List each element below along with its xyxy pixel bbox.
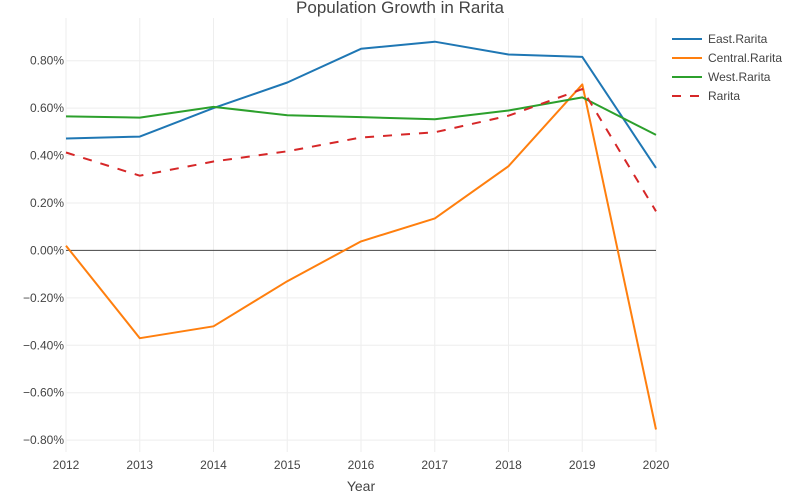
series-line-east-rarita[interactable]	[65, 40, 657, 169]
y-axis-ticks: −0.80% −0.60% −0.40% −0.20% 0.00% 0.20% 0.40% 0…	[23, 54, 64, 447]
legend-label: East.Rarita	[708, 32, 768, 46]
legend-item[interactable]: East.Rarita	[672, 32, 768, 46]
legend-label: Rarita	[708, 89, 740, 103]
x-axis-title: Year	[347, 478, 376, 494]
legend-item[interactable]: Rarita	[672, 89, 740, 103]
series-line-central-rarita[interactable]	[65, 83, 657, 430]
y-tick-label: 0.40%	[30, 149, 64, 163]
legend-item[interactable]: Central.Rarita	[672, 51, 782, 65]
chart-title: Population Growth in Rarita	[296, 0, 504, 17]
y-tick-label: −0.20%	[23, 291, 64, 305]
x-tick-label: 2015	[274, 458, 301, 472]
y-tick-label: 0.20%	[30, 196, 64, 210]
grid-lines	[65, 18, 657, 452]
x-tick-label: 2016	[348, 458, 375, 472]
y-tick-label: 0.00%	[30, 243, 64, 257]
y-tick-label: 0.60%	[30, 101, 64, 115]
x-axis-ticks: 2012 2013 2014 2015 2016 2017 2018 2019 2020	[53, 458, 670, 472]
x-tick-label: 2018	[495, 458, 522, 472]
y-tick-label: 0.80%	[30, 54, 64, 68]
x-tick-label: 2014	[200, 458, 227, 472]
y-tick-label: −0.80%	[23, 433, 64, 447]
legend-label: Central.Rarita	[708, 51, 782, 65]
legend[interactable]: East.Rarita Central.Rarita West.Rarita Rari…	[672, 32, 782, 103]
legend-label: West.Rarita	[708, 70, 771, 84]
y-tick-label: −0.40%	[23, 338, 64, 352]
x-tick-label: 2013	[126, 458, 153, 472]
series-group	[65, 40, 657, 430]
legend-item[interactable]: West.Rarita	[672, 70, 771, 84]
x-tick-label: 2019	[569, 458, 596, 472]
y-tick-label: −0.60%	[23, 386, 64, 400]
series-line-west-rarita[interactable]	[65, 96, 657, 136]
x-tick-label: 2020	[643, 458, 670, 472]
x-tick-label: 2012	[53, 458, 80, 472]
x-tick-label: 2017	[421, 458, 448, 472]
